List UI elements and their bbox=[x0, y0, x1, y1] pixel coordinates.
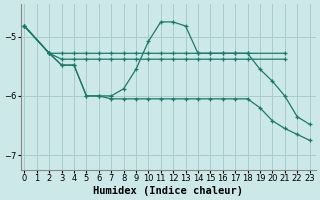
X-axis label: Humidex (Indice chaleur): Humidex (Indice chaleur) bbox=[93, 186, 243, 196]
